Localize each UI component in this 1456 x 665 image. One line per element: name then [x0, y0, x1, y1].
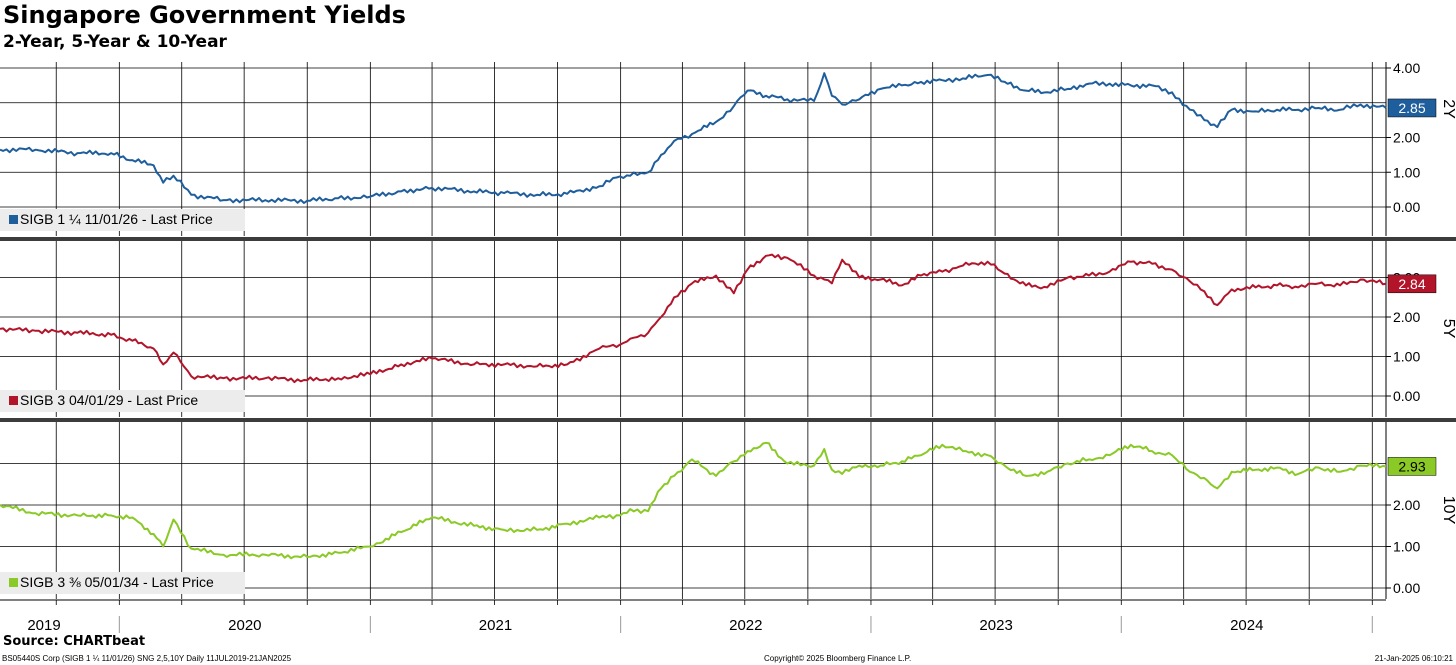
panel-label: 5Y — [1440, 319, 1456, 339]
y-tick-label: 2.00 — [1393, 309, 1420, 325]
y-tick-label: 1.00 — [1393, 349, 1420, 365]
y-tick-label: 4.00 — [1393, 60, 1420, 76]
source-note: Source: CHARTbeat — [3, 634, 146, 649]
y-tick-label: 1.00 — [1393, 164, 1420, 180]
legend-swatch — [9, 578, 18, 587]
legend-box — [0, 209, 245, 231]
footer-copyright: Copyright© 2025 Bloomberg Finance L.P. — [764, 654, 912, 663]
last-value-badge — [1387, 98, 1437, 118]
chart-title: Singapore Government Yields — [3, 1, 406, 29]
legend-swatch — [9, 396, 18, 405]
legend-label: SIGB 1 ¼ 11/01/26 - Last Price — [20, 211, 213, 227]
y-tick-label: 1.00 — [1393, 539, 1420, 555]
legend-box — [0, 390, 245, 412]
x-year-label: 2020 — [228, 617, 261, 634]
y-tick-label: 2.00 — [1393, 497, 1420, 513]
legend-label: SIGB 3 ⅜ 05/01/34 - Last Price — [20, 574, 214, 590]
panel-divider — [0, 418, 1456, 422]
last-value-label: 2.93 — [1398, 458, 1425, 474]
y-tick-label: 0.00 — [1393, 580, 1420, 596]
last-value-badge — [1387, 457, 1437, 476]
series-line — [0, 72, 1387, 204]
y-tick-label: 0.00 — [1393, 388, 1420, 404]
x-year-label: 2024 — [1230, 617, 1263, 634]
legend-swatch — [9, 215, 18, 224]
last-value-label: 2.84 — [1398, 276, 1425, 292]
x-year-label: 2022 — [729, 617, 762, 634]
footer-ticker-info: BS05440S Corp (SIGB 1 ¼ 11/01/26) SNG 2,… — [2, 654, 292, 663]
x-year-label: 2023 — [979, 617, 1012, 634]
chart-subtitle: 2-Year, 5-Year & 10-Year — [3, 32, 227, 52]
last-value-label: 2.85 — [1398, 100, 1425, 116]
x-year-label: 2019 — [27, 617, 60, 634]
panel-divider — [0, 237, 1456, 241]
y-tick-label: 0.00 — [1393, 199, 1420, 215]
panel-label: 10Y — [1440, 496, 1456, 525]
x-year-label: 2021 — [479, 617, 512, 634]
series-line — [0, 253, 1387, 384]
last-value-badge — [1387, 274, 1437, 294]
y-tick-label: 2.00 — [1393, 130, 1420, 146]
footer-timestamp: 21-Jan-2025 06:10:21 — [1374, 654, 1453, 663]
legend-label: SIGB 3 04/01/29 - Last Price — [20, 392, 198, 408]
legend-box — [0, 572, 245, 594]
series-line — [0, 441, 1387, 560]
panel-label: 2Y — [1440, 99, 1456, 119]
